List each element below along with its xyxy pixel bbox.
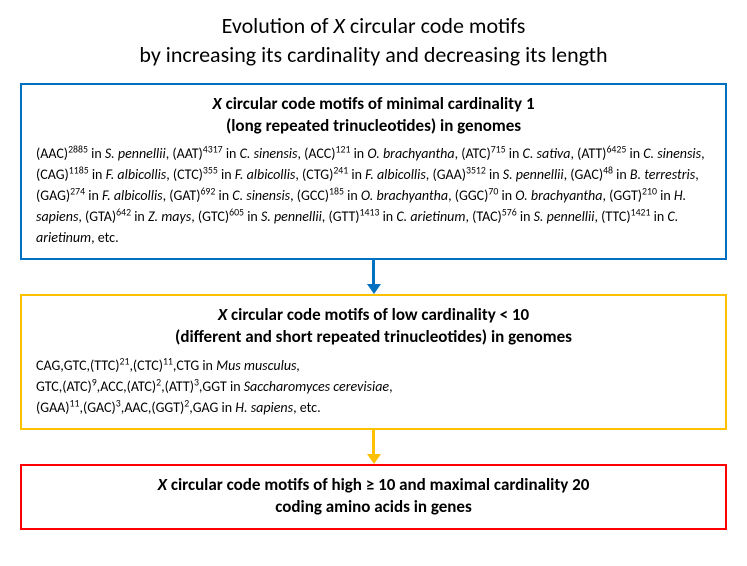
- arrow-1: [372, 260, 375, 294]
- box2-title: X circular code motifs of low cardinalit…: [36, 304, 711, 348]
- box3-title-line2: coding amino acids in genes: [275, 496, 471, 517]
- box3-title: X circular code motifs of high ≥ 10 and …: [36, 474, 711, 518]
- box-cardinality-1: X circular code motifs of minimal cardin…: [20, 83, 727, 260]
- box2-title-line1: X circular code motifs of low cardinalit…: [218, 304, 529, 325]
- box-cardinality-high: X circular code motifs of high ≥ 10 and …: [20, 464, 727, 530]
- box2-title-line2: (different and short repeated trinucleot…: [175, 326, 572, 347]
- arrow-2-head: [367, 454, 381, 464]
- arrow-1-head: [367, 284, 381, 294]
- main-title-line1: Evolution of X circular code motifs: [222, 12, 526, 39]
- box1-title-line1: X circular code motifs of minimal cardin…: [212, 93, 534, 114]
- box2-body: CAG,GTC,(TTC)21,(CTC)11,CTG in Mus muscu…: [36, 355, 711, 418]
- box1-title-line2: (long repeated trinucleotides) in genome…: [226, 115, 521, 136]
- arrow-2: [372, 430, 375, 464]
- arrow-1-line: [372, 260, 375, 286]
- box1-title: X circular code motifs of minimal cardin…: [36, 93, 711, 137]
- box3-title-line1: X circular code motifs of high ≥ 10 and …: [158, 474, 590, 495]
- main-title-line2: by increasing its cardinality and decrea…: [139, 41, 607, 68]
- box1-body: (AAC)2885 in S. pennellii, (AAT)4317 in …: [36, 143, 711, 248]
- arrow-2-line: [372, 430, 375, 456]
- box-cardinality-low: X circular code motifs of low cardinalit…: [20, 294, 727, 429]
- main-title: Evolution of X circular code motifs by i…: [139, 12, 607, 69]
